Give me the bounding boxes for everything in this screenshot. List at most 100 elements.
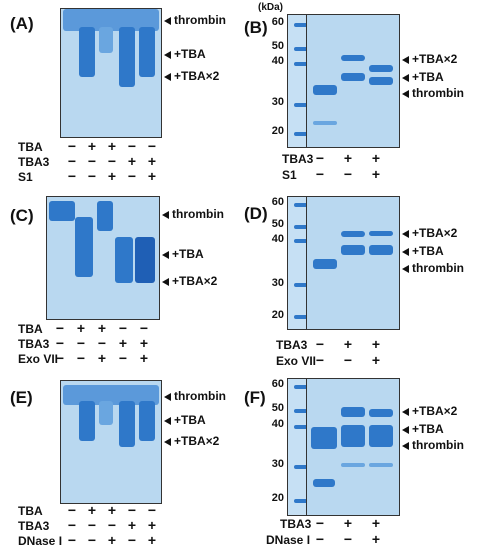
panel-f-mw-60: 60 <box>271 378 284 390</box>
panel-d-sign: − <box>315 352 325 368</box>
panel-e-sign: + <box>147 517 157 533</box>
panel-d-row-exo: Exo VII <box>276 354 317 368</box>
panel-a-gel <box>60 8 162 138</box>
panel-d-mw-30: 30 <box>271 277 284 289</box>
panel-e-row-dnase: DNase I <box>18 534 63 548</box>
panel-d-mw-20: 20 <box>271 309 284 321</box>
panel-f-ann-tba2: +TBA×2 <box>402 404 457 418</box>
panel-a-sign: + <box>87 138 97 154</box>
panel-a-sign: − <box>87 168 97 184</box>
panel-c-sign: + <box>118 335 128 351</box>
panel-c-sign: − <box>55 320 65 336</box>
panel-e-sign: − <box>87 517 97 533</box>
panel-d-sign: + <box>371 352 381 368</box>
panel-f-mw-50: 50 <box>271 402 284 414</box>
panel-b-sign: + <box>371 166 381 182</box>
panel-e-ann-thrombin: thrombin <box>164 389 226 403</box>
panel-b-label: (B) <box>244 18 268 37</box>
panel-f-sign: + <box>371 531 381 547</box>
panel-c-row-tba3: TBA3 <box>18 337 50 351</box>
panel-f-row-tba3: TBA3 <box>280 517 312 531</box>
panel-f-mw-40: 40 <box>271 418 284 430</box>
panel-e-sign: − <box>107 517 117 533</box>
panel-a-ann-tba: +TBA <box>164 47 206 61</box>
panel-c-ann-thrombin: thrombin <box>162 207 224 221</box>
panel-b-ann-thrombin: thrombin <box>402 86 464 100</box>
panel-e-sign: − <box>87 532 97 548</box>
panel-c-sign: − <box>118 350 128 366</box>
panel-a-sign: + <box>107 168 117 184</box>
panel-e-sign: − <box>147 502 157 518</box>
panel-d-sign: − <box>315 336 325 352</box>
panel-a-sign: − <box>147 138 157 154</box>
panel-c-ann-tba2: +TBA×2 <box>162 274 217 288</box>
panel-a-sign: − <box>127 138 137 154</box>
panel-c-gel <box>46 196 160 320</box>
panel-c-sign: + <box>97 320 107 336</box>
panel-c-sign: − <box>76 350 86 366</box>
panel-a-sign: − <box>87 153 97 169</box>
panel-d-sign: − <box>343 352 353 368</box>
panel-b-row-s1: S1 <box>282 168 297 182</box>
panel-d-ann-tba: +TBA <box>402 244 444 258</box>
panel-d-ann-thrombin: thrombin <box>402 261 464 275</box>
panel-a-sign: − <box>67 153 77 169</box>
panel-f-ann-tba: +TBA <box>402 422 444 436</box>
panel-d-sign: + <box>371 336 381 352</box>
panel-d-ann-tba2: +TBA×2 <box>402 226 457 240</box>
panel-e-sign: + <box>147 532 157 548</box>
panel-a-row-s1: S1 <box>18 170 33 184</box>
panel-a-ann-tba2: +TBA×2 <box>164 69 219 83</box>
panel-c-row-tba: TBA <box>18 322 43 336</box>
panel-d-gel <box>306 196 400 330</box>
panel-b-mw-60: 60 <box>271 16 284 28</box>
panel-f-sign: − <box>343 531 353 547</box>
panel-c-label: (C) <box>10 206 34 225</box>
panel-a-sign: + <box>127 153 137 169</box>
panel-f-mw-20: 20 <box>271 492 284 504</box>
panel-b-sign: + <box>343 150 353 166</box>
panel-a-sign: + <box>147 153 157 169</box>
panel-b-row-tba3: TBA3 <box>282 152 314 166</box>
panel-f-gel <box>306 378 400 516</box>
panel-a-sign: − <box>107 153 117 169</box>
panel-b-gel <box>306 14 400 148</box>
panel-e-row-tba: TBA <box>18 504 43 518</box>
panel-a-sign: + <box>107 138 117 154</box>
panel-a-label: (A) <box>10 14 34 33</box>
panel-e-sign: + <box>107 502 117 518</box>
panel-b-mw-20: 20 <box>271 125 284 137</box>
panel-b-mw-40: 40 <box>271 55 284 67</box>
panel-f-sign: + <box>371 515 381 531</box>
panel-a-row-tba3: TBA3 <box>18 155 50 169</box>
panel-b-mw-50: 50 <box>271 40 284 52</box>
panel-c-sign: − <box>97 335 107 351</box>
panel-e-sign: + <box>127 517 137 533</box>
panel-b-ann-tba2: +TBA×2 <box>402 52 457 66</box>
panel-a-sign: − <box>127 168 137 184</box>
panel-e-sign: + <box>87 502 97 518</box>
panel-c-sign: − <box>55 335 65 351</box>
panel-c-row-exo: Exo VII <box>18 352 59 366</box>
panel-e-gel <box>60 380 162 504</box>
panel-d-row-tba3: TBA3 <box>276 338 308 352</box>
panel-a-sign: − <box>67 138 77 154</box>
panel-b-sign: + <box>371 150 381 166</box>
panel-e-ann-tba2: +TBA×2 <box>164 434 219 448</box>
panel-c-sign: − <box>118 320 128 336</box>
panel-c-ann-tba: +TBA <box>162 247 204 261</box>
panel-d-mw-50: 50 <box>271 218 284 230</box>
panel-a-sign: + <box>147 168 157 184</box>
panel-d-label: (D) <box>244 204 268 223</box>
panel-a-sign: − <box>67 168 77 184</box>
panel-c-sign: − <box>139 320 149 336</box>
panel-a-row-tba: TBA <box>18 140 43 154</box>
panel-b-sign: − <box>343 166 353 182</box>
panel-d-mw-40: 40 <box>271 233 284 245</box>
panel-c-sign: + <box>97 350 107 366</box>
panel-c-sign: − <box>76 335 86 351</box>
panel-f-sign: + <box>343 515 353 531</box>
panel-f-sign: − <box>315 531 325 547</box>
panel-e-label: (E) <box>10 388 33 407</box>
panel-e-sign: − <box>127 532 137 548</box>
